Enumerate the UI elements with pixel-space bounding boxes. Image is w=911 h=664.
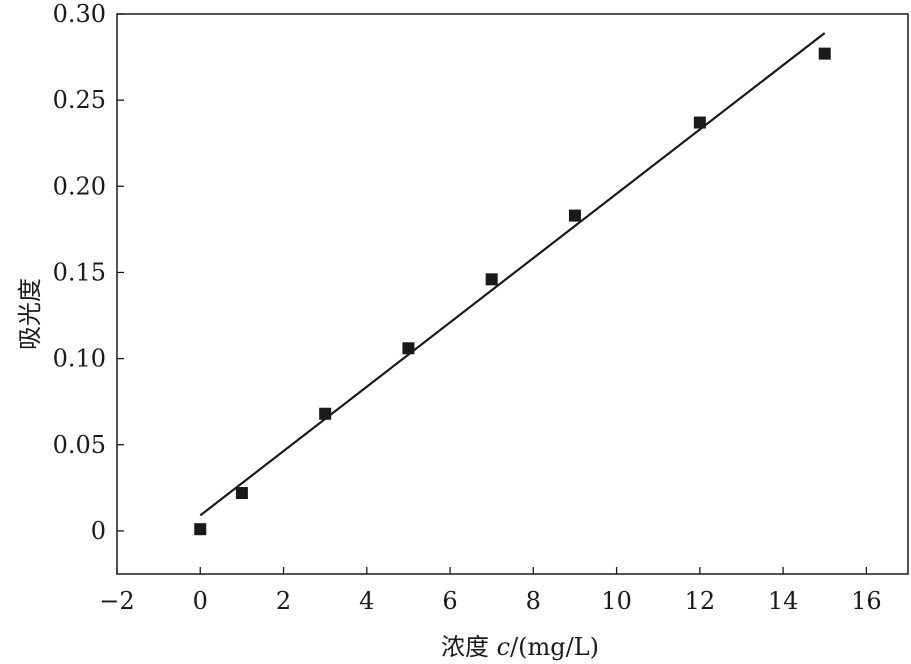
x-tick-label: 4: [359, 587, 374, 615]
x-axis-ticks: −2 0 2 4 6 8 10 12 14 16: [99, 567, 882, 615]
x-tick-label: 12: [685, 587, 716, 615]
data-point: [568, 209, 581, 222]
y-tick-label: 0.20: [53, 172, 106, 200]
data-point: [319, 407, 332, 420]
y-tick-label: 0.05: [53, 431, 106, 459]
data-point: [235, 487, 248, 500]
y-tick-label: 0.30: [53, 0, 106, 28]
y-axis-title: 吸光度: [16, 278, 44, 350]
data-point: [402, 342, 415, 355]
data-point: [485, 273, 498, 286]
fit-line-layer: [199, 32, 826, 517]
x-tick-label: 6: [442, 587, 457, 615]
x-axis-title: 浓度 c/(mg/L): [441, 633, 599, 661]
y-tick-label: 0.25: [53, 86, 106, 114]
data-point: [818, 47, 831, 60]
y-tick-label: 0.10: [53, 345, 106, 373]
data-point: [693, 116, 706, 129]
data-point: [194, 523, 207, 536]
x-tick-label: −2: [99, 587, 134, 615]
x-tick-label: 10: [601, 587, 632, 615]
x-tick-label: 8: [526, 587, 541, 615]
y-tick-label: 0: [91, 517, 106, 545]
data-points: [194, 47, 831, 536]
x-tick-label: 0: [193, 587, 208, 615]
x-tick-label: 2: [276, 587, 291, 615]
plot-frame: [116, 13, 909, 575]
y-tick-label: 0.15: [53, 258, 106, 286]
x-tick-label: 14: [768, 587, 799, 615]
x-tick-label: 16: [851, 587, 882, 615]
fit-line: [199, 32, 826, 517]
y-axis-ticks: 0 0.05 0.10 0.15 0.20 0.25 0.30: [53, 0, 124, 545]
